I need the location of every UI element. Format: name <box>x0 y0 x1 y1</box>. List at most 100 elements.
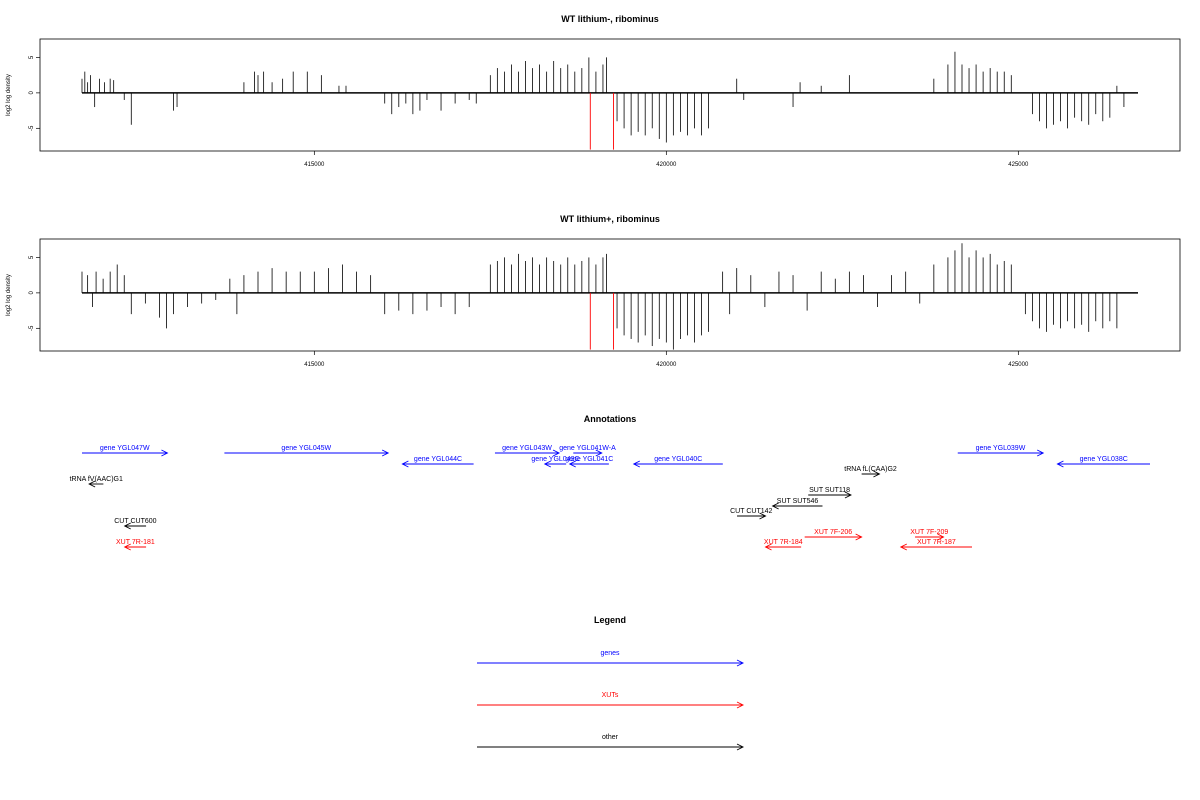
legend-entries: genes XUTs other <box>477 650 745 751</box>
annotation-feature: tRNA fL(CAA)G2 <box>844 466 897 478</box>
red-marks <box>589 92 614 150</box>
bar-series <box>81 51 1138 143</box>
y-tick-label: 5 <box>29 55 35 59</box>
annotation-feature: gene YGL044C <box>401 456 474 468</box>
annotation-feature: XUT 7F-206 <box>804 529 863 541</box>
arrow-right-icon <box>873 470 881 478</box>
legend-panel: Legend genes XUTs other <box>477 615 745 751</box>
y-tick-label: 0 <box>29 91 35 95</box>
arrow-left-icon <box>88 480 96 488</box>
arrow-left-icon <box>543 460 552 468</box>
annotation-feature: gene YGL043W <box>494 445 561 457</box>
arrow-right-icon <box>161 449 169 457</box>
bar-series <box>81 243 1138 350</box>
y-tick-label: 5 <box>29 255 35 259</box>
x-tick-label: 420000 <box>656 162 677 168</box>
arrow-left-icon <box>771 502 779 510</box>
y-axis-label: log2 log density <box>6 74 12 116</box>
annotation-feature: gene YGL041C <box>565 456 613 468</box>
legend-entry: genes <box>477 650 745 667</box>
feature-label: gene YGL047W <box>100 445 150 452</box>
track-panel-lithium-plus: WT lithium+, ribominus log2 log density … <box>6 214 1181 368</box>
feature-label: XUT 7F-206 <box>814 529 852 536</box>
feature-label: gene YGL045W <box>281 445 331 452</box>
annotation-feature: gene YGL042C <box>531 456 580 468</box>
feature-label: gene YGL040C <box>654 456 702 463</box>
annotation-feature: gene YGL040C <box>632 456 723 468</box>
annotation-feature: XUT 7R-181 <box>116 539 155 551</box>
annotation-feature: gene YGL041W-A <box>559 445 616 457</box>
annotation-feature: SUT SUT546 <box>771 498 823 510</box>
feature-label: CUT CUT142 <box>730 508 772 515</box>
arrow-left-icon <box>764 543 772 551</box>
legend-label: other <box>602 734 619 741</box>
feature-label: SUT SUT546 <box>777 498 819 505</box>
arrow-right-icon <box>595 449 603 457</box>
annotation-feature: gene YGL039W <box>957 445 1045 457</box>
arrow-right-icon <box>937 533 945 541</box>
annotations-title: Annotations <box>584 414 637 424</box>
annotation-feature: CUT CUT600 <box>114 518 157 530</box>
arrow-left-icon <box>632 460 641 468</box>
y-axis: -5 0 5 <box>29 55 40 131</box>
annotations-panel: Annotations gene YGL047W gene YGL045Wgene… <box>70 414 1150 551</box>
track-title: WT lithium+, ribominus <box>560 214 660 224</box>
annotation-feature: XUT 7F-209 <box>910 529 948 541</box>
annotation-feature: XUT 7R-187 <box>899 539 972 551</box>
arrow-left-icon <box>123 522 131 530</box>
x-tick-label: 425000 <box>1008 162 1029 168</box>
annotation-feature: CUT CUT142 <box>730 508 773 520</box>
feature-label: gene YGL043W <box>502 445 552 452</box>
arrow-left-icon <box>899 543 908 551</box>
plot-frame <box>39 238 1181 352</box>
y-tick-label: 0 <box>29 291 35 295</box>
annotation-feature: gene YGL045W <box>224 445 390 457</box>
feature-label: XUT 7F-209 <box>910 529 948 536</box>
arrow-right-icon <box>381 449 390 457</box>
arrow-left-icon <box>123 543 131 551</box>
annotation-feature: SUT SUT118 <box>808 487 852 499</box>
legend-title: Legend <box>594 615 626 625</box>
feature-label: XUT 7R-181 <box>116 539 155 546</box>
arrow-right-icon <box>855 533 863 541</box>
feature-label: gene YGL038C <box>1080 456 1128 463</box>
annotation-feature: gene YGL038C <box>1056 456 1150 468</box>
feature-label: tRNA fV(AAC)G1 <box>70 476 123 483</box>
y-axis-label: log2 log density <box>6 274 12 316</box>
annotation-items: gene YGL047W gene YGL045W gene YGL044C gene… <box>70 445 1150 551</box>
y-tick-label: -5 <box>29 125 35 131</box>
feature-label: SUT SUT118 <box>809 487 850 494</box>
x-tick-label: 415000 <box>304 362 325 368</box>
annotation-feature: tRNA fV(AAC)G1 <box>70 476 123 488</box>
feature-label: gene YGL042C <box>531 456 579 463</box>
feature-label: gene YGL041C <box>565 456 613 463</box>
feature-label: gene YGL044C <box>414 456 462 463</box>
feature-label: XUT 7R-187 <box>917 539 956 546</box>
arrow-right-icon <box>759 512 767 520</box>
x-axis: 415000 420000 425000 <box>304 151 1029 168</box>
feature-label: CUT CUT600 <box>114 518 156 525</box>
red-marks <box>589 292 614 350</box>
arrow-right-icon <box>736 743 745 751</box>
feature-label: tRNA fL(CAA)G2 <box>844 466 897 473</box>
arrow-right-icon <box>552 449 561 457</box>
legend-entry: other <box>477 734 745 751</box>
annotation-feature: XUT 7R-184 <box>764 539 803 551</box>
legend-label: genes <box>600 650 620 657</box>
legend-entry: XUTs <box>477 692 745 709</box>
arrow-right-icon <box>844 491 852 499</box>
track-title: WT lithium-, ribominus <box>561 14 659 24</box>
plot-frame <box>39 38 1181 152</box>
arrow-right-icon <box>1036 449 1045 457</box>
y-tick-label: -5 <box>29 325 35 331</box>
x-axis: 415000 420000 425000 <box>304 351 1029 368</box>
feature-label: gene YGL039W <box>976 445 1026 452</box>
arrow-left-icon <box>401 460 409 468</box>
annotation-feature: gene YGL047W <box>82 445 169 457</box>
legend-label: XUTs <box>602 692 619 699</box>
x-tick-label: 420000 <box>656 362 677 368</box>
track-panel-lithium-minus: WT lithium-, ribominus log2 log density … <box>6 14 1181 168</box>
arrow-right-icon <box>736 659 745 667</box>
arrow-left-icon <box>1056 460 1064 468</box>
